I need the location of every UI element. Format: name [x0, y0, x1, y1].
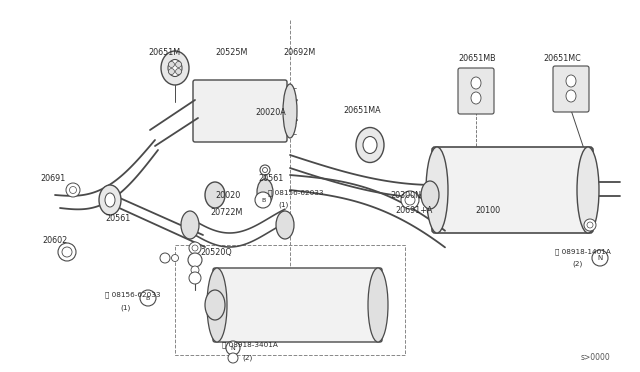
- Ellipse shape: [426, 147, 448, 233]
- Circle shape: [175, 68, 182, 74]
- Text: ⃈ 08156-62033: ⃈ 08156-62033: [268, 190, 323, 196]
- Circle shape: [189, 242, 201, 254]
- Ellipse shape: [471, 92, 481, 104]
- Circle shape: [401, 191, 419, 209]
- Ellipse shape: [421, 181, 439, 209]
- FancyBboxPatch shape: [193, 80, 287, 142]
- Text: (2): (2): [242, 355, 252, 361]
- Circle shape: [191, 266, 199, 274]
- Text: 20100: 20100: [475, 205, 500, 215]
- Ellipse shape: [168, 60, 182, 77]
- Text: 20020A: 20020A: [255, 108, 285, 116]
- Text: Ⓝ 08918-3401A: Ⓝ 08918-3401A: [222, 342, 278, 348]
- Text: 20651M: 20651M: [148, 48, 180, 57]
- Text: Ⓝ 08918-1401A: Ⓝ 08918-1401A: [555, 249, 611, 255]
- Ellipse shape: [471, 77, 481, 89]
- Text: 20520Q: 20520Q: [200, 247, 232, 257]
- Text: 20561: 20561: [105, 214, 131, 222]
- Ellipse shape: [207, 268, 227, 342]
- Ellipse shape: [283, 84, 297, 138]
- Text: (1): (1): [278, 202, 288, 208]
- Text: 20525M: 20525M: [215, 48, 248, 57]
- Text: (1): (1): [120, 305, 131, 311]
- Text: 20651MC: 20651MC: [543, 54, 580, 62]
- Circle shape: [262, 167, 268, 173]
- Ellipse shape: [181, 211, 199, 239]
- Circle shape: [592, 250, 608, 266]
- Circle shape: [587, 222, 593, 228]
- Circle shape: [260, 165, 270, 175]
- Circle shape: [584, 219, 596, 231]
- Circle shape: [62, 247, 72, 257]
- Circle shape: [405, 195, 415, 205]
- Text: 20561: 20561: [258, 173, 284, 183]
- Ellipse shape: [276, 211, 294, 239]
- Text: 20651MB: 20651MB: [458, 54, 495, 62]
- Circle shape: [168, 61, 175, 67]
- Circle shape: [188, 253, 202, 267]
- Text: 20020: 20020: [215, 190, 240, 199]
- Circle shape: [70, 186, 77, 193]
- Text: 20692M: 20692M: [283, 48, 316, 57]
- Text: N: N: [230, 346, 236, 350]
- Ellipse shape: [577, 147, 599, 233]
- Ellipse shape: [356, 128, 384, 163]
- Text: B: B: [261, 198, 265, 202]
- Ellipse shape: [161, 51, 189, 85]
- Ellipse shape: [257, 179, 273, 205]
- Ellipse shape: [205, 182, 225, 208]
- Text: 20602: 20602: [42, 235, 67, 244]
- Text: ⃈ 08156-62033: ⃈ 08156-62033: [105, 292, 161, 298]
- Text: 20691: 20691: [40, 173, 65, 183]
- Text: 20651MA: 20651MA: [343, 106, 381, 115]
- Circle shape: [58, 243, 76, 261]
- Text: s>0000: s>0000: [580, 353, 610, 362]
- Ellipse shape: [205, 290, 225, 320]
- Circle shape: [226, 341, 240, 355]
- Ellipse shape: [105, 193, 115, 207]
- Ellipse shape: [363, 137, 377, 154]
- FancyBboxPatch shape: [432, 147, 593, 233]
- Circle shape: [228, 353, 238, 363]
- Text: B: B: [146, 295, 150, 301]
- FancyBboxPatch shape: [458, 68, 494, 114]
- Circle shape: [172, 254, 179, 262]
- Text: 20300N: 20300N: [390, 190, 421, 199]
- Circle shape: [66, 183, 80, 197]
- Text: N: N: [597, 255, 603, 261]
- Circle shape: [175, 61, 182, 67]
- Circle shape: [160, 253, 170, 263]
- Text: (2): (2): [572, 261, 582, 267]
- Circle shape: [168, 68, 175, 74]
- Ellipse shape: [368, 268, 388, 342]
- Text: 20722M: 20722M: [210, 208, 243, 217]
- Circle shape: [192, 245, 198, 251]
- Text: 20691+A: 20691+A: [395, 205, 433, 215]
- Ellipse shape: [99, 185, 121, 215]
- Circle shape: [140, 290, 156, 306]
- FancyBboxPatch shape: [553, 66, 589, 112]
- FancyBboxPatch shape: [213, 268, 382, 342]
- Ellipse shape: [566, 90, 576, 102]
- Circle shape: [189, 272, 201, 284]
- Circle shape: [255, 192, 271, 208]
- Ellipse shape: [566, 75, 576, 87]
